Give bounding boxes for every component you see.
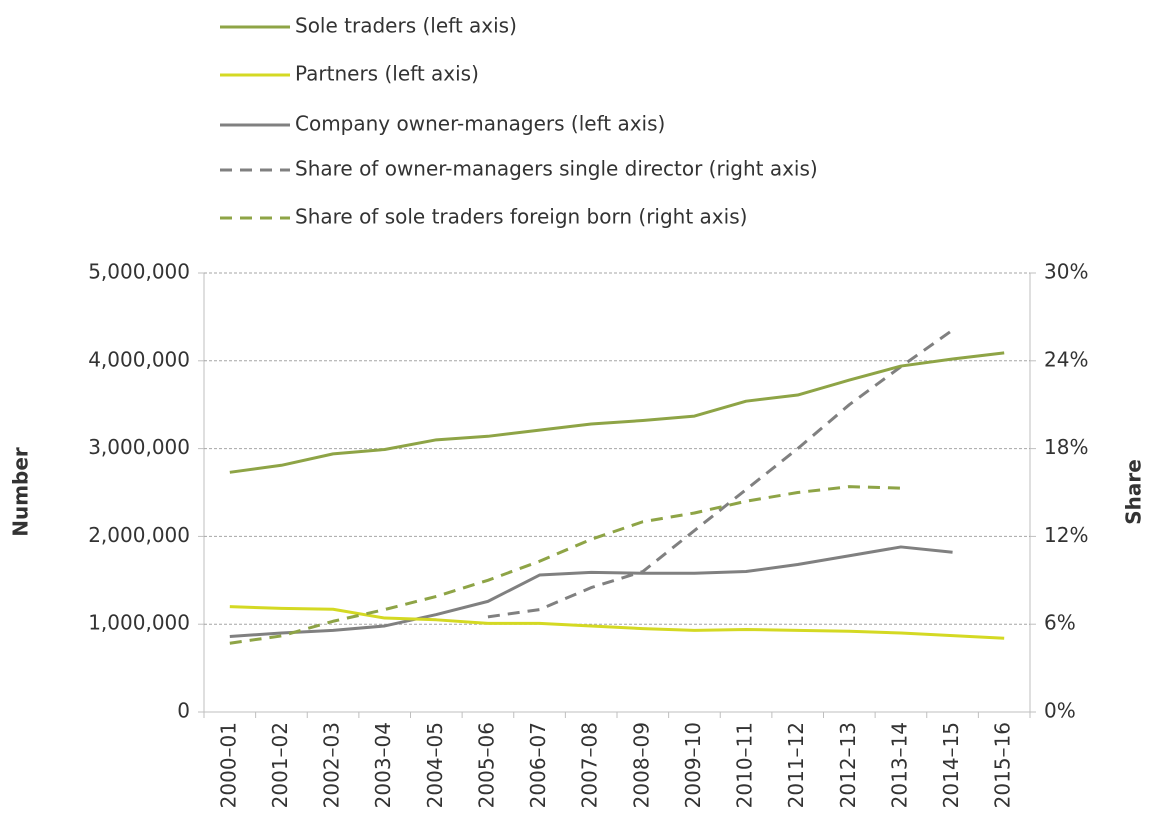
y-tick-label: 0 xyxy=(177,699,190,723)
y-tick-label: 5,000,000 xyxy=(88,260,190,284)
legend-label: Sole traders (left axis) xyxy=(295,14,517,38)
series-line xyxy=(229,545,953,638)
series-line xyxy=(487,328,954,619)
x-tick-label: 2012–13 xyxy=(836,722,860,808)
x-tick-label: 2000–01 xyxy=(216,722,240,808)
y-tick-label: 1,000,000 xyxy=(88,611,190,635)
y2-axis-title: Share xyxy=(1122,459,1146,525)
y-tick-label: 3,000,000 xyxy=(88,435,190,459)
series-line xyxy=(229,605,1005,640)
y2-tick-label: 18% xyxy=(1044,435,1088,459)
series-line xyxy=(229,351,1005,474)
series-line xyxy=(229,485,901,645)
legend-label: Share of owner-managers single director … xyxy=(295,157,818,181)
y-tick-label: 2,000,000 xyxy=(88,523,190,547)
x-tick-label: 2001–02 xyxy=(268,722,292,808)
y2-tick-label: 0% xyxy=(1044,699,1076,723)
y-tick-label: 4,000,000 xyxy=(88,347,190,371)
x-tick-label: 2002–03 xyxy=(320,722,344,808)
x-tick-label: 2011–12 xyxy=(784,722,808,808)
x-tick-label: 2006–07 xyxy=(526,722,550,808)
x-tick-label: 2007–08 xyxy=(578,722,602,808)
x-tick-label: 2005–06 xyxy=(474,722,498,808)
x-tick-label: 2014–15 xyxy=(939,722,963,808)
legend-label: Company owner-managers (left axis) xyxy=(295,112,665,136)
x-tick-label: 2013–14 xyxy=(887,722,911,808)
x-tick-label: 2010–11 xyxy=(733,722,757,808)
x-tick-label: 2015–16 xyxy=(991,722,1015,808)
y-axis-title: Number xyxy=(9,447,33,537)
x-tick-label: 2004–05 xyxy=(423,722,447,808)
y2-tick-label: 6% xyxy=(1044,611,1076,635)
y2-tick-label: 30% xyxy=(1044,260,1088,284)
x-tick-label: 2009–10 xyxy=(681,722,705,808)
x-tick-label: 2003–04 xyxy=(371,722,395,808)
legend-label: Partners (left axis) xyxy=(295,62,479,86)
y2-tick-label: 24% xyxy=(1044,347,1088,371)
legend-label: Share of sole traders foreign born (righ… xyxy=(295,205,747,229)
x-tick-label: 2008–09 xyxy=(629,722,653,808)
y2-tick-label: 12% xyxy=(1044,523,1088,547)
